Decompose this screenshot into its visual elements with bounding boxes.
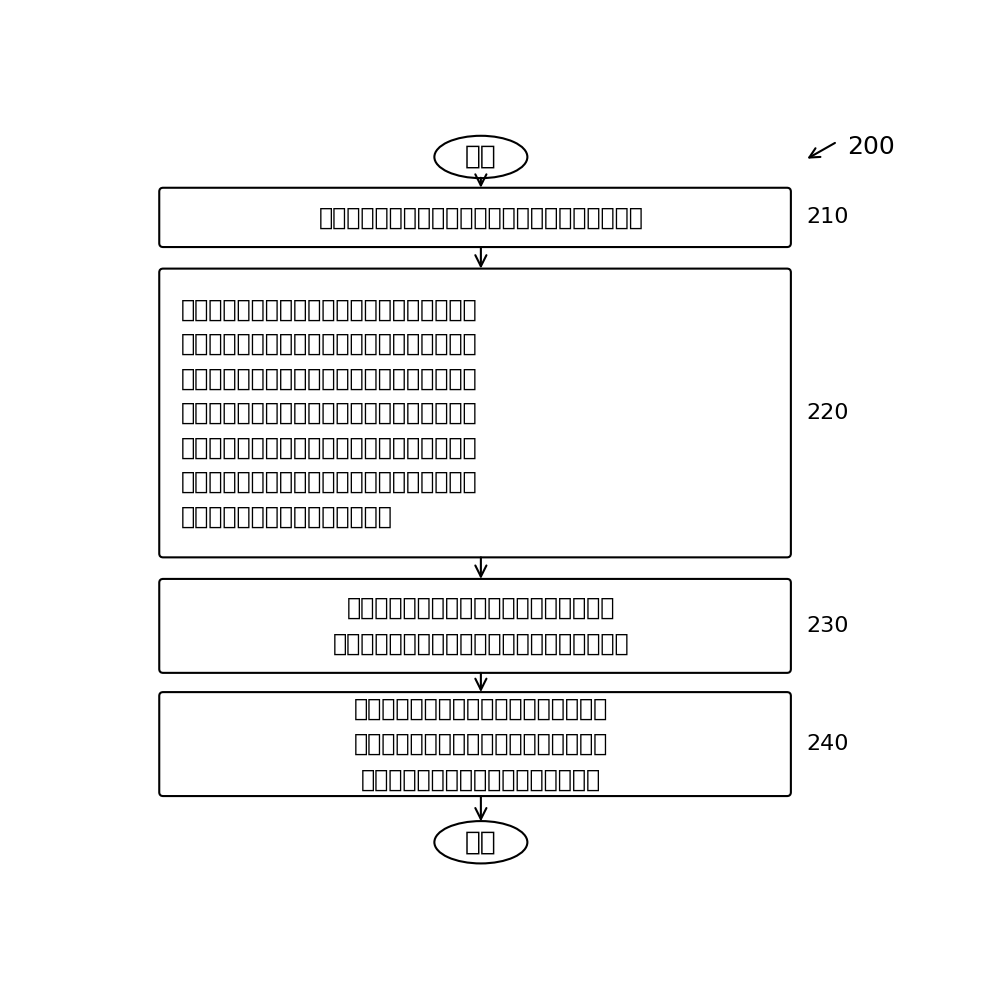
Text: 开始: 开始 [464, 144, 496, 170]
Text: 200: 200 [846, 135, 894, 159]
FancyBboxPatch shape [159, 692, 790, 796]
Text: 由可操作地耦合到储层计算电路的线性读出电路
从多个可能的量子状态当中辨别来自读出信号的
量子位的量子状态。该线性读出电路在分别由该
多个量子状态中的每个量子状态: 由可操作地耦合到储层计算电路的线性读出电路 从多个可能的量子状态当中辨别来自读出… [181, 298, 477, 528]
Text: 由线性读出电路在针对测试量子位的校准后
分类过程中在多个测量序列之后生成二进制输出: 由线性读出电路在针对测试量子位的校准后 分类过程中在多个测量序列之后生成二进制输… [332, 596, 628, 656]
Ellipse shape [434, 821, 527, 863]
Text: 240: 240 [805, 734, 848, 754]
FancyBboxPatch shape [159, 579, 790, 673]
Text: 230: 230 [805, 616, 848, 636]
Text: 由储层计算电路对量子位进行后处理以获得读出信号: 由储层计算电路对量子位进行后处理以获得读出信号 [318, 205, 643, 229]
Text: 220: 220 [805, 403, 848, 423]
FancyBboxPatch shape [159, 188, 790, 247]
Ellipse shape [434, 136, 527, 178]
Text: 结束: 结束 [464, 829, 496, 855]
FancyBboxPatch shape [159, 269, 790, 557]
Text: 210: 210 [805, 207, 848, 227]
Text: 响应于由二进制输出指示的测试量子位的
量子状态，选择性地触发可操作地耦合到
线性读出电路的控制器以输出控制脉冲: 响应于由二进制输出指示的测试量子位的 量子状态，选择性地触发可操作地耦合到 线性… [354, 697, 607, 791]
